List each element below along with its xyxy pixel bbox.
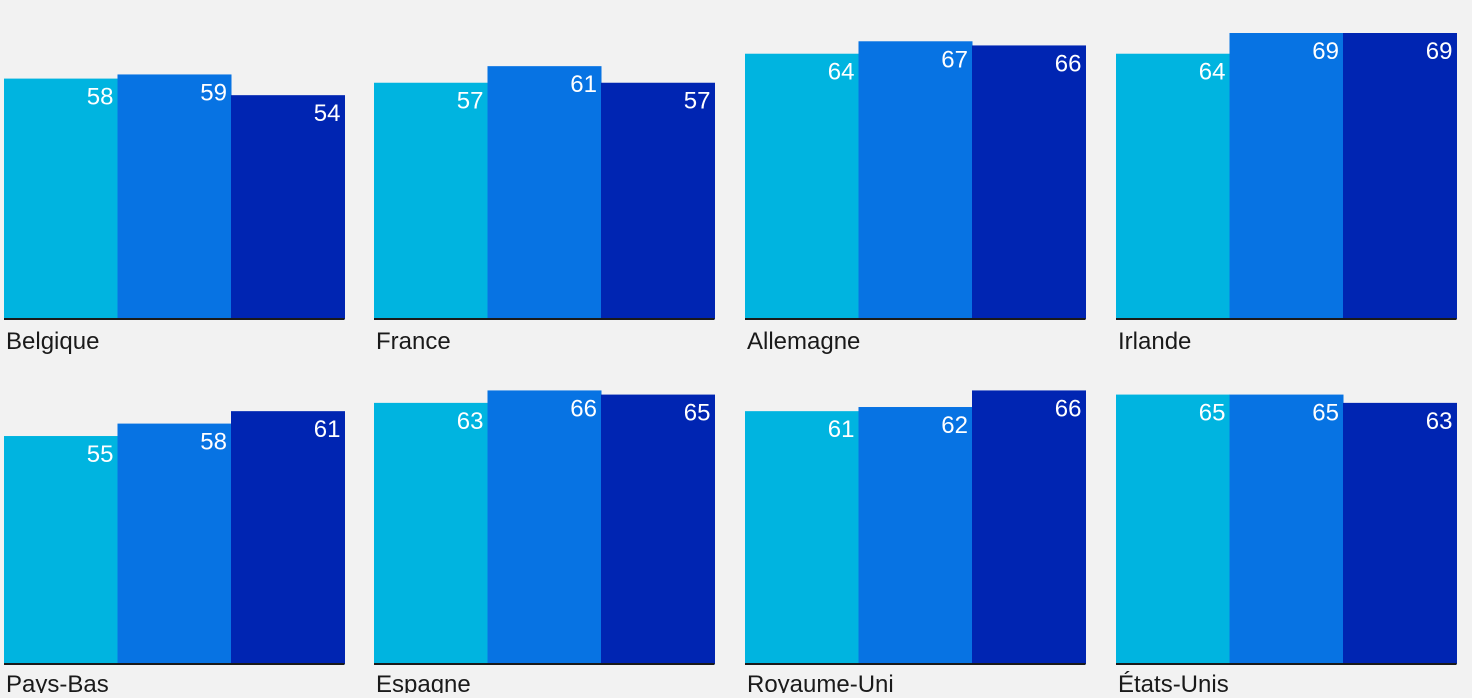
bar: [4, 436, 118, 664]
bar-value-label: 66: [570, 395, 597, 422]
bar: [117, 74, 232, 319]
bar: [374, 82, 488, 319]
bar: [231, 411, 345, 664]
category-label: Espagne: [376, 671, 471, 693]
bar: [117, 423, 232, 664]
bar-value-label: 58: [87, 84, 114, 111]
category-label: Irlande: [1118, 328, 1191, 355]
bar-value-label: 69: [1426, 38, 1453, 65]
panel--tats-unis: 65 65 63 États-Unis: [1116, 394, 1457, 698]
bar: [487, 390, 602, 664]
panel-irlande: 64 69 69 Irlande: [1116, 33, 1457, 355]
bar-value-label: 61: [828, 416, 855, 443]
bar-value-label: 59: [200, 79, 227, 106]
bar: [1343, 33, 1457, 319]
category-label: Royaume-Uni: [747, 671, 894, 693]
bar: [231, 95, 345, 319]
bar-value-label: 69: [1312, 38, 1339, 65]
bar-value-label: 65: [684, 400, 711, 427]
bar-value-label: 54: [314, 100, 341, 127]
panel-royaume-uni: 61 62 66 Royaume-Uni: [745, 390, 1086, 698]
bar: [601, 82, 715, 319]
bar-value-label: 67: [941, 46, 968, 73]
bar: [858, 407, 973, 664]
bar-value-label: 58: [200, 429, 227, 456]
bar-value-label: 64: [828, 59, 855, 86]
panel-belgique: 58 59 54 Belgique: [4, 74, 345, 355]
bar: [972, 45, 1086, 319]
bar: [1343, 402, 1457, 664]
bar-value-label: 64: [1199, 59, 1226, 86]
category-label: Pays-Bas: [6, 671, 109, 693]
bar-value-label: 63: [457, 408, 484, 435]
bar-value-label: 66: [1055, 395, 1082, 422]
bar: [1229, 33, 1344, 319]
bar-value-label: 57: [684, 88, 711, 115]
bar-value-label: 65: [1199, 400, 1226, 427]
bar-value-label: 55: [87, 441, 114, 468]
bar: [601, 394, 715, 664]
bar: [1116, 53, 1230, 319]
bar: [972, 390, 1086, 664]
bar: [745, 411, 859, 664]
bar: [745, 53, 859, 319]
bar: [487, 66, 602, 319]
bar-value-label: 63: [1426, 408, 1453, 435]
panel-espagne: 63 66 65 Espagne: [374, 390, 715, 698]
bar: [858, 41, 973, 319]
bar-value-label: 57: [457, 88, 484, 115]
category-label: Belgique: [6, 328, 99, 355]
panel-allemagne: 64 67 66 Allemagne: [745, 41, 1086, 355]
bar-value-label: 61: [314, 416, 341, 443]
panel-pays-bas: 55 58 61 Pays-Bas: [4, 411, 345, 698]
bar-value-label: 66: [1055, 50, 1082, 77]
bar: [4, 78, 118, 319]
bar-value-label: 61: [570, 71, 597, 98]
bar: [1116, 394, 1230, 664]
bar: [374, 402, 488, 664]
category-label: Allemagne: [747, 328, 860, 355]
panel-france: 57 61 57 France: [374, 66, 715, 355]
bar-value-label: 65: [1312, 400, 1339, 427]
category-label: France: [376, 328, 451, 355]
bar-value-label: 62: [941, 412, 968, 439]
category-label: États-Unis: [1118, 671, 1229, 693]
bar: [1229, 394, 1344, 664]
